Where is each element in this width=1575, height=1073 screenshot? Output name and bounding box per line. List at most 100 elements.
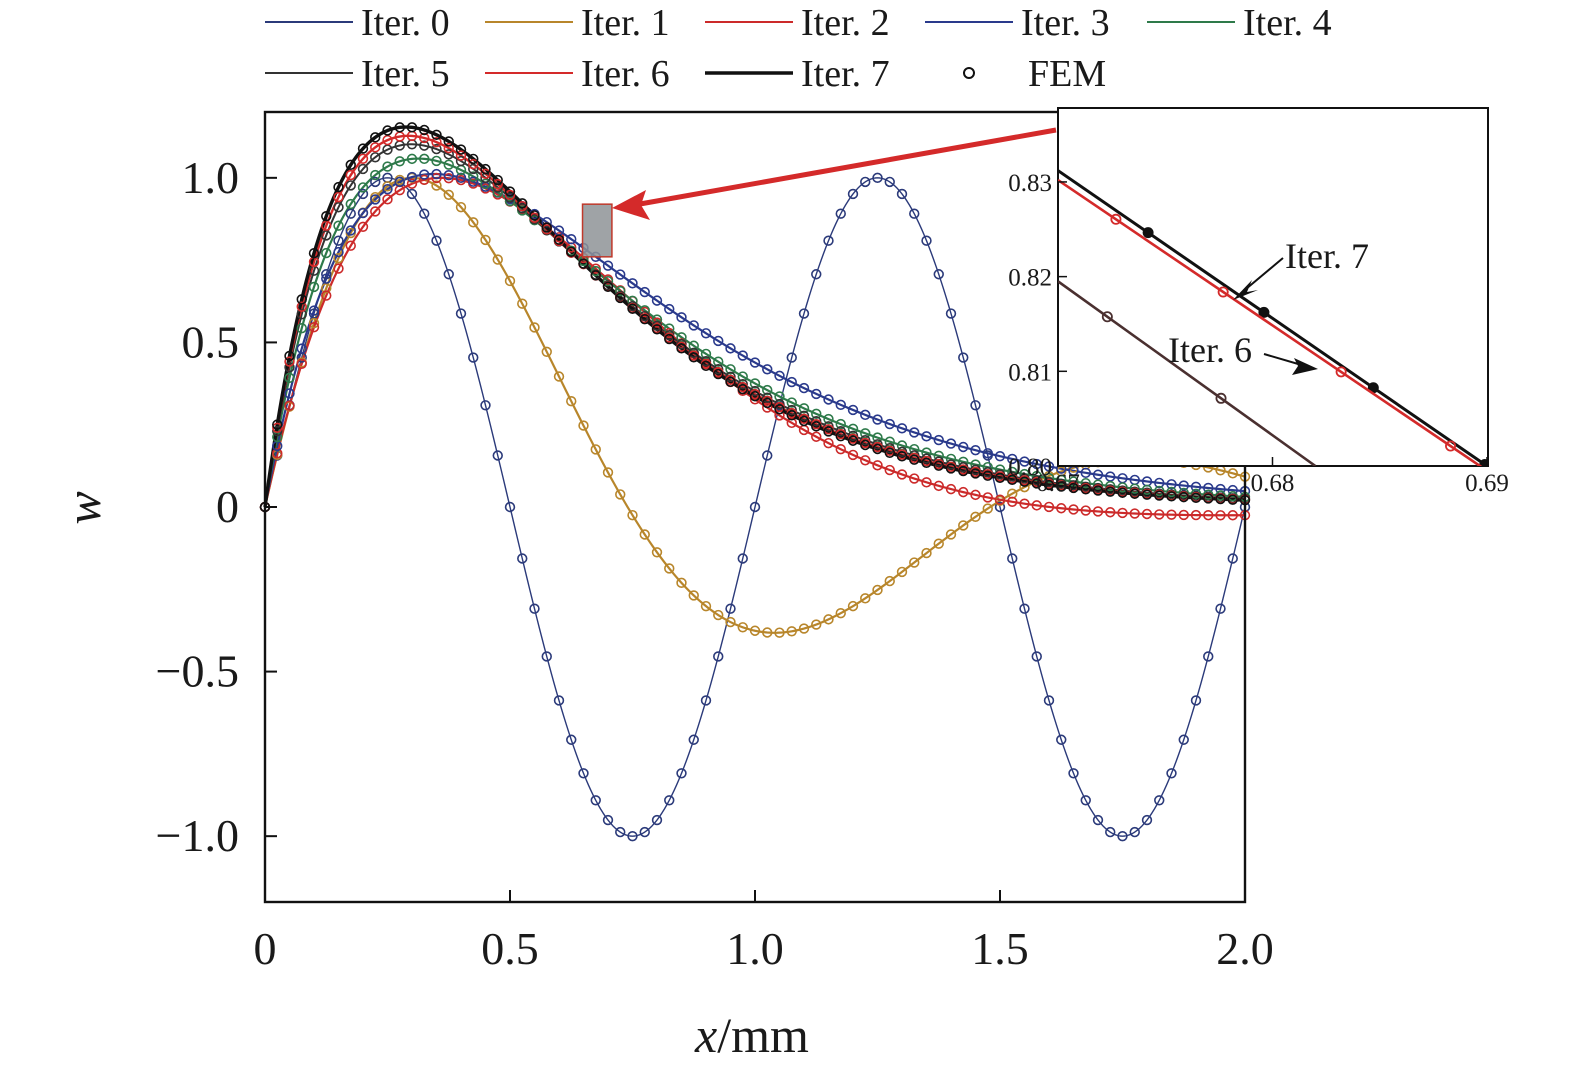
fem-marker <box>798 308 810 319</box>
fem-marker <box>529 210 540 221</box>
fem-marker <box>541 346 552 358</box>
fem-marker <box>1190 695 1202 706</box>
fem-marker <box>847 449 859 461</box>
fem-marker <box>1080 505 1091 516</box>
fem-marker <box>713 335 724 347</box>
fem-marker <box>406 171 418 183</box>
fem-marker <box>553 234 565 245</box>
fem-marker <box>896 566 908 578</box>
fem-marker <box>602 260 614 271</box>
fem-marker <box>480 400 491 411</box>
fem-marker <box>847 435 859 446</box>
zoom-arrow <box>612 127 1057 220</box>
fem-marker <box>786 410 797 421</box>
inset-fem-marker <box>1445 440 1457 452</box>
legend-label-iter-4: Iter. 4 <box>1243 2 1332 44</box>
fem-marker <box>590 265 601 277</box>
fem-marker <box>958 465 969 477</box>
fem-marker <box>994 501 1006 513</box>
fem-marker <box>958 486 969 498</box>
fem-marker <box>896 451 908 462</box>
fem-marker <box>468 171 479 182</box>
plot-area <box>259 122 1251 842</box>
fem-marker <box>627 278 638 289</box>
fem-marker <box>737 384 748 395</box>
fem-marker <box>1068 476 1079 487</box>
fem-marker <box>1117 482 1128 493</box>
fem-marker <box>553 695 565 706</box>
fem-marker <box>345 225 356 236</box>
fem-marker <box>958 352 969 363</box>
fem-marker <box>664 333 675 345</box>
fem-marker <box>296 343 307 354</box>
inset-annotation-iter-6: Iter. 6 <box>1168 330 1252 370</box>
fem-marker <box>419 132 430 144</box>
fem-marker <box>1117 487 1128 498</box>
fem-marker <box>823 413 834 425</box>
fem-marker <box>1117 507 1128 519</box>
fem-marker <box>737 350 748 361</box>
fem-marker <box>749 357 761 368</box>
fem-marker <box>786 404 797 416</box>
fem-marker <box>1031 458 1042 470</box>
inset-x-tick-label: 0.69 <box>1465 470 1509 497</box>
fem-marker <box>798 410 810 422</box>
fem-marker <box>639 286 650 298</box>
fem-marker <box>345 159 356 171</box>
fem-marker <box>1007 496 1018 507</box>
x-tick-label: 1.5 <box>971 923 1029 974</box>
fem-marker <box>615 489 626 500</box>
fem-marker <box>284 388 295 399</box>
fem-marker <box>688 590 699 601</box>
y-tick-label: 0.5 <box>182 316 240 367</box>
legend-label-fem: FEM <box>1028 53 1106 95</box>
fem-marker <box>921 431 932 442</box>
inset-zoom-panel: 0.67 0.68 0.69 0.80 0.81 0.82 0.83 Iter. 7 Iter.… <box>1008 107 1509 497</box>
fem-marker <box>321 210 332 222</box>
fem-marker <box>860 428 871 439</box>
inset-x-tick-label: 0.67 <box>1036 470 1080 497</box>
fem-marker <box>725 343 736 354</box>
fem-marker <box>1043 501 1055 513</box>
fem-marker <box>468 352 479 363</box>
fem-marker <box>357 207 369 219</box>
fem-marker <box>884 447 895 458</box>
fem-marker <box>1166 509 1177 520</box>
fem-marker <box>1105 486 1116 497</box>
fem-marker <box>468 217 479 228</box>
fem-marker <box>455 144 467 155</box>
fem-marker <box>713 651 724 662</box>
fem-marker <box>1154 795 1165 806</box>
fem-marker <box>431 168 442 180</box>
fem-marker <box>443 189 454 201</box>
fem-marker <box>725 603 736 614</box>
fem-marker <box>1141 489 1153 500</box>
fem-marker <box>455 155 467 167</box>
inset-line-iter-5 <box>1058 280 1317 466</box>
fem-marker <box>1019 476 1030 487</box>
fem-marker <box>945 308 957 319</box>
fem-marker <box>982 448 993 459</box>
fem-marker <box>933 480 944 492</box>
fem-marker <box>909 427 920 438</box>
fem-marker <box>762 392 773 403</box>
fem-marker <box>333 246 344 258</box>
fem-marker <box>811 269 822 280</box>
inset-fem-marker <box>1217 286 1229 298</box>
fem-marker <box>1092 506 1104 517</box>
fem-marker <box>676 577 687 589</box>
fem-marker <box>321 230 332 241</box>
fem-marker <box>406 188 418 200</box>
fem-marker <box>1080 484 1091 495</box>
fem-marker <box>370 194 381 205</box>
legend-label-iter-6: Iter. 6 <box>581 53 670 95</box>
fem-marker <box>994 450 1006 462</box>
fem-marker <box>615 269 626 280</box>
series-line-iter-0 <box>264 177 1246 837</box>
fem-marker <box>688 734 699 745</box>
fem-marker <box>333 181 344 193</box>
fem-marker <box>272 419 283 430</box>
fem-marker <box>504 186 516 197</box>
inset-fem-marker <box>1335 366 1347 378</box>
fem-marker <box>1190 509 1202 521</box>
